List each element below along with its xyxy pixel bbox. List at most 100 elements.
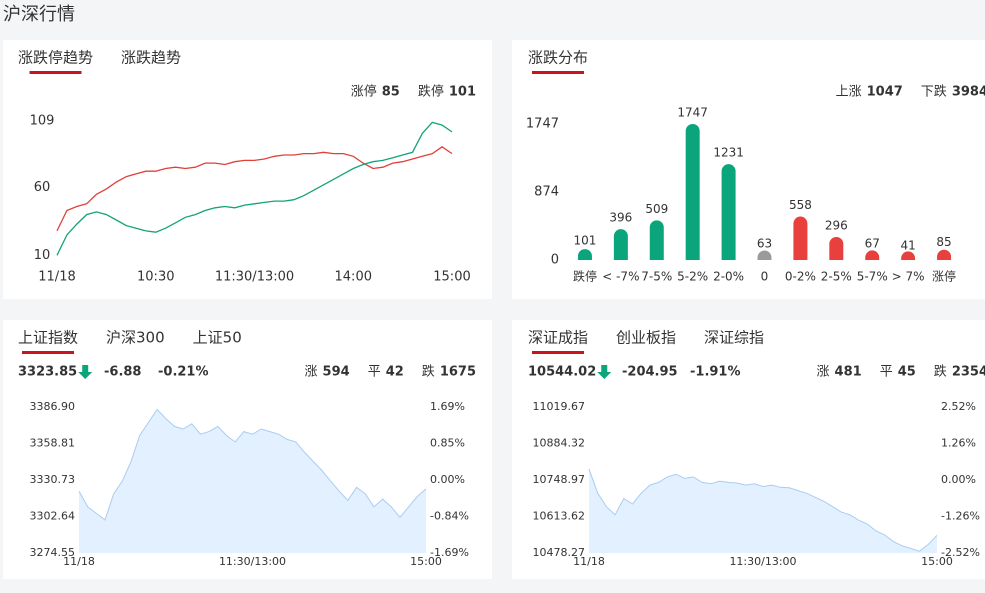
x-tick-label: 跌停 — [573, 269, 597, 284]
x-tick-label: 14:00 — [335, 270, 372, 285]
bar — [865, 250, 880, 260]
y-tick-label: 3302.64 — [30, 509, 76, 522]
series-line — [56, 121, 453, 256]
y-tick-label: 10478.27 — [533, 546, 586, 559]
tab[interactable]: 创业板指 — [616, 329, 676, 347]
x-tick-label: 10:30 — [137, 270, 174, 285]
stat-label: 跌停 — [418, 84, 444, 100]
bar-value-label: 41 — [900, 238, 915, 252]
x-tick-label: 0-2% — [785, 270, 816, 284]
x-tick-label: 11:30/13:00 — [729, 555, 796, 568]
tab[interactable]: 深证成指 — [528, 329, 588, 347]
y2-tick-label: 0.00% — [430, 473, 465, 486]
x-tick-label: 15:00 — [921, 555, 953, 568]
y2-tick-label: 1.69% — [430, 400, 465, 413]
bar — [901, 251, 916, 260]
tab[interactable]: 深证综指 — [704, 329, 764, 347]
area-fill — [589, 468, 937, 553]
x-tick-label: 涨停 — [932, 269, 956, 284]
tab[interactable]: 上证指数 — [18, 329, 78, 347]
bar — [793, 216, 808, 260]
price: 10544.02 — [528, 365, 596, 380]
bar-value-label: 63 — [757, 237, 772, 251]
stat-value: 1047 — [867, 85, 903, 100]
bar — [829, 236, 844, 260]
change: -204.95 — [622, 365, 678, 380]
change-pct: -1.91% — [690, 365, 741, 380]
bar — [613, 229, 628, 260]
bar-value-label: 558 — [789, 198, 812, 212]
stat-value: 1675 — [440, 365, 476, 380]
tab[interactable]: 涨跌停趋势 — [18, 49, 93, 67]
x-tick-label: 11/18 — [38, 270, 75, 285]
tab[interactable]: 涨跌趋势 — [121, 49, 181, 67]
tab[interactable]: 沪深300 — [106, 329, 165, 347]
y-tick-label: 3274.55 — [30, 546, 76, 559]
y-tick-label: 10613.62 — [533, 510, 586, 523]
x-tick-label: 0 — [761, 270, 769, 284]
price: 3323.85 — [18, 365, 77, 380]
area-line — [588, 468, 938, 552]
y-tick-label: 3386.90 — [30, 400, 76, 413]
y-tick-label: 1747 — [526, 117, 559, 132]
x-tick-label: 11:30/13:00 — [219, 555, 286, 568]
stat-value: 481 — [835, 365, 862, 380]
bar — [721, 164, 736, 260]
stat-value: 101 — [449, 85, 476, 100]
stat-label: 涨 — [305, 365, 318, 380]
tab-underline — [29, 71, 82, 74]
bar-value-label: 396 — [609, 211, 632, 225]
y2-tick-label: -1.26% — [941, 510, 980, 523]
y-tick-label: 10 — [34, 248, 51, 263]
y-tick-label: 60 — [34, 180, 51, 195]
bar — [937, 249, 952, 260]
y2-tick-label: -2.52% — [941, 546, 980, 559]
y-tick-label: 3358.81 — [30, 437, 76, 450]
x-tick-label: 15:00 — [410, 555, 442, 568]
y2-tick-label: -1.69% — [430, 546, 469, 559]
y2-tick-label: 0.85% — [430, 436, 465, 449]
bar — [757, 250, 772, 260]
y2-tick-label: 1.26% — [941, 437, 976, 450]
change: -6.88 — [104, 365, 141, 380]
y-tick-label: 10748.97 — [533, 473, 586, 486]
x-tick-label: 11/18 — [63, 555, 95, 568]
stat-label: 跌 — [422, 364, 435, 380]
y-tick-label: 0 — [551, 253, 559, 268]
area-fill — [79, 409, 426, 553]
y-tick-label: 109 — [30, 114, 55, 129]
stat-label: 涨 — [817, 365, 830, 380]
x-tick-label: 5-2% — [677, 270, 708, 284]
y-tick-label: 11019.67 — [533, 400, 586, 413]
stat-label: 上涨 — [836, 85, 862, 100]
stat-label: 下跌 — [921, 84, 947, 100]
tab[interactable]: 涨跌分布 — [528, 49, 588, 67]
stat-value: 85 — [382, 85, 400, 100]
y-tick-label: 10884.32 — [533, 437, 586, 450]
stat-value: 594 — [323, 365, 350, 380]
x-tick-label: 2-5% — [821, 270, 852, 284]
bar-value-label: 85 — [936, 235, 951, 249]
tab[interactable]: 上证50 — [193, 329, 242, 347]
x-tick-label: 2-0% — [713, 270, 744, 284]
y2-tick-label: 2.52% — [941, 400, 976, 413]
y2-tick-label: -0.84% — [430, 509, 469, 522]
y-tick-label: 3330.73 — [30, 473, 76, 486]
stat-value: 2354 — [952, 365, 985, 380]
trend-arrow — [597, 365, 612, 379]
stat-value: 42 — [386, 365, 404, 380]
page-title: 沪深行情 — [3, 4, 75, 25]
x-tick-label: > 7% — [892, 270, 925, 284]
bar — [649, 220, 664, 260]
bar — [577, 249, 592, 260]
trend-arrow — [78, 365, 93, 379]
stat-label: 平 — [880, 365, 893, 380]
bar-value-label: 509 — [645, 202, 668, 216]
x-tick-label: 5-7% — [857, 270, 888, 284]
bar-value-label: 1747 — [677, 106, 708, 120]
bar-value-label: 1231 — [713, 146, 744, 160]
stat-label: 跌 — [934, 364, 947, 380]
tab-underline — [532, 351, 585, 354]
